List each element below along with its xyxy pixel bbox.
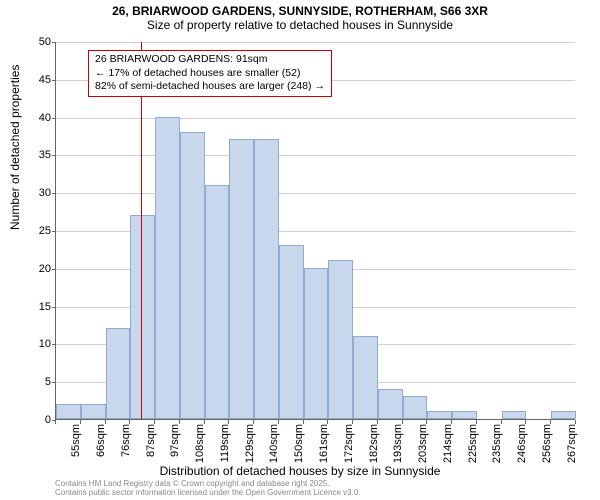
bar [279, 245, 304, 419]
bar [304, 268, 329, 419]
y-tick-mark [52, 80, 56, 81]
y-tick-label: 30 [27, 187, 51, 199]
x-tick-mark [377, 420, 378, 424]
y-tick-label: 0 [27, 414, 51, 426]
x-tick-mark [451, 420, 452, 424]
x-axis-label: Distribution of detached houses by size … [0, 464, 600, 478]
footer-attribution: Contains HM Land Registry data © Crown c… [55, 480, 361, 498]
x-tick-mark [352, 420, 353, 424]
y-tick-mark [52, 382, 56, 383]
annotation-line: ← 17% of detached houses are smaller (52… [95, 67, 325, 81]
annotation-line: 82% of semi-detached houses are larger (… [95, 80, 325, 94]
chart-title: 26, BRIARWOOD GARDENS, SUNNYSIDE, ROTHER… [0, 4, 600, 18]
bar [229, 139, 254, 419]
y-tick-label: 10 [27, 338, 51, 350]
y-tick-label: 25 [27, 225, 51, 237]
x-tick-mark [228, 420, 229, 424]
bar [551, 411, 576, 419]
y-tick-mark [52, 307, 56, 308]
x-tick-mark [129, 420, 130, 424]
x-tick-mark [179, 420, 180, 424]
chart-subtitle: Size of property relative to detached ho… [0, 18, 600, 32]
bar [155, 117, 180, 419]
y-tick-label: 45 [27, 74, 51, 86]
y-tick-label: 50 [27, 36, 51, 48]
reference-line [141, 42, 142, 419]
bar [205, 185, 230, 419]
grid-line [56, 118, 575, 119]
x-tick-mark [80, 420, 81, 424]
bar [378, 389, 403, 419]
y-tick-label: 35 [27, 149, 51, 161]
y-tick-label: 5 [27, 376, 51, 388]
bar [502, 411, 527, 419]
plot-area: 26 BRIARWOOD GARDENS: 91sqm← 17% of deta… [55, 42, 575, 420]
x-tick-mark [501, 420, 502, 424]
bar [353, 336, 378, 419]
bar [328, 260, 353, 419]
x-tick-mark [154, 420, 155, 424]
grid-line [56, 193, 575, 194]
y-tick-mark [52, 193, 56, 194]
bar [56, 404, 81, 419]
bar [427, 411, 452, 419]
y-tick-label: 15 [27, 301, 51, 313]
bar [130, 215, 155, 419]
y-tick-label: 20 [27, 263, 51, 275]
x-tick-mark [575, 420, 576, 424]
bar [403, 396, 428, 419]
chart-container: 26 BRIARWOOD GARDENS: 91sqm← 17% of deta… [55, 42, 575, 420]
bar [106, 328, 131, 419]
x-tick-mark [303, 420, 304, 424]
annotation-box: 26 BRIARWOOD GARDENS: 91sqm← 17% of deta… [88, 50, 332, 97]
bar [81, 404, 106, 419]
x-tick-mark [55, 420, 56, 424]
bar [452, 411, 477, 419]
y-tick-mark [52, 231, 56, 232]
grid-line [56, 42, 575, 43]
x-tick-mark [402, 420, 403, 424]
x-tick-mark [278, 420, 279, 424]
x-tick-mark [204, 420, 205, 424]
y-tick-mark [52, 269, 56, 270]
y-tick-mark [52, 42, 56, 43]
annotation-line: 26 BRIARWOOD GARDENS: 91sqm [95, 53, 325, 67]
x-tick-mark [476, 420, 477, 424]
x-tick-mark [525, 420, 526, 424]
x-tick-mark [253, 420, 254, 424]
x-tick-mark [327, 420, 328, 424]
y-tick-mark [52, 344, 56, 345]
x-tick-mark [105, 420, 106, 424]
y-axis-label: Number of detached properties [8, 65, 22, 230]
bar [180, 132, 205, 419]
grid-line [56, 155, 575, 156]
y-tick-mark [52, 118, 56, 119]
y-tick-mark [52, 155, 56, 156]
footer-line2: Contains public sector information licen… [55, 489, 361, 498]
y-tick-label: 40 [27, 112, 51, 124]
x-tick-mark [550, 420, 551, 424]
bar [254, 139, 279, 419]
x-tick-mark [426, 420, 427, 424]
